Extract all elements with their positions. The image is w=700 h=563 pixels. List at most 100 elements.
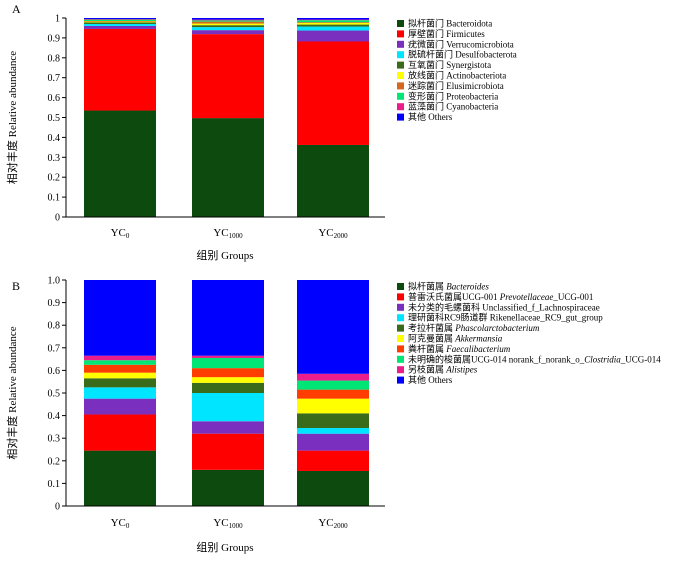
legend-label: 迷踪菌门 Elusimicrobiota <box>408 80 504 91</box>
x-axis-title: 组别 Groups <box>196 540 253 554</box>
bar-segment <box>84 364 156 373</box>
legend-swatch <box>397 293 404 301</box>
bar-segment <box>192 382 264 393</box>
panel-a: A 0 0.1 0.2 0.3 0.4 0.5 0.6 0.7 0.8 0.9 1 YC0 YC1000 Y… <box>5 2 517 262</box>
y-tick-label: 0.2 <box>48 456 61 467</box>
bar-group-yc2000 <box>297 18 369 217</box>
legend-item: 考拉杆菌属 Phascolarctobacterium <box>397 322 540 333</box>
bar-segment <box>84 280 156 356</box>
panel-b: B 0 0.1 0.2 0.3 0.4 0.5 0.6 0.7 0.8 0.9 1.0 YC0 YC100… <box>5 276 661 555</box>
legend-swatch <box>397 82 404 90</box>
y-axis-title: 相对丰度 Relative abundance <box>5 51 19 184</box>
bar-segment <box>84 18 156 20</box>
legend-item: 另枝菌属 Alistipes <box>397 364 478 375</box>
legend-item: 拟杆菌属 Bacteroides <box>397 281 489 292</box>
legend-label: 理研菌科RC9肠道群 Rikenellaceae_RC9_gut_group <box>408 312 603 323</box>
bar-segment <box>192 433 264 470</box>
legend-item: 其他 Others <box>397 374 453 385</box>
bar-segment <box>297 380 369 390</box>
bar-segment <box>297 373 369 381</box>
legend-swatch <box>397 40 404 48</box>
x-tick-label: YC2000 <box>318 517 348 530</box>
bar-group-yc1000 <box>192 18 264 217</box>
bar-segment <box>84 110 156 217</box>
panel-letter: B <box>12 279 20 293</box>
bar-segment <box>297 22 369 23</box>
bar-segment <box>84 21 156 23</box>
y-tick-label: 0.2 <box>48 173 61 184</box>
legend-swatch <box>397 92 404 100</box>
bar-segment <box>297 450 369 471</box>
legend-item: 未明确的梭菌属UCG-014 norank_f_norank_o_Clostri… <box>397 353 661 364</box>
legend-label: 未明确的梭菌属UCG-014 norank_f_norank_o_Clostri… <box>408 353 661 364</box>
legend-item: 未分类的毛螺菌科 Unclassified_f_Lachnospiraceae <box>397 301 600 312</box>
y-tick-label: 0.9 <box>48 298 61 309</box>
y-tick-label: 0.3 <box>48 153 61 164</box>
y-tick-label: 0.7 <box>48 343 61 354</box>
bar-segment <box>192 355 264 358</box>
legend-label: 放线菌门 Actinobacteriota <box>408 70 506 81</box>
legend-item: 互氧菌门 Synergistota <box>397 59 491 70</box>
bar-group-yc2000 <box>297 280 369 506</box>
bar-segment <box>84 355 156 361</box>
legend-swatch <box>397 335 404 342</box>
legend-item: 厚壁菌门 Firmicutes <box>397 28 485 39</box>
bar-segment <box>297 26 369 31</box>
x-tick-label: YC1000 <box>213 227 243 240</box>
bar-segment <box>297 24 369 27</box>
bar-segment <box>297 433 369 451</box>
bar-segment <box>84 22 156 24</box>
bar-segment <box>84 360 156 365</box>
legend-label: 拟杆菌门 Bacteroidota <box>408 18 492 29</box>
bar-segment <box>192 23 264 26</box>
bar-segment <box>297 22 369 25</box>
y-tick-label: 0.8 <box>48 53 61 64</box>
y-tick-label: 0.7 <box>48 73 61 84</box>
legend-swatch <box>397 113 404 121</box>
legend-label: 粪杆菌属 Faecalibacterium <box>408 343 511 354</box>
legend-swatch <box>397 355 404 363</box>
bar-segment <box>84 378 156 388</box>
legend-label: 拟杆菌属 Bacteroides <box>408 281 489 292</box>
legend-swatch <box>397 345 404 353</box>
y-tick-label: 0.3 <box>48 434 61 445</box>
bar-segment <box>297 389 369 399</box>
y-tick-label: 0 <box>55 213 60 224</box>
bar-segment <box>192 118 264 217</box>
legend-swatch <box>397 61 404 69</box>
legend-swatch <box>397 376 404 384</box>
bar-segment <box>192 377 264 383</box>
legend-swatch <box>397 366 404 374</box>
legend-item: 阿克曼菌属 Akkermansia <box>397 333 503 344</box>
bar-segment <box>297 470 369 506</box>
legend-label: 脱硫杆菌门 Desulfobacterota <box>408 49 517 60</box>
legend-label: 蓝藻菌门 Cyanobacteria <box>408 101 498 112</box>
legend-label: 考拉杆菌属 Phascolarctobacterium <box>408 322 540 333</box>
y-tick-label: 0.8 <box>48 321 61 332</box>
legend-swatch <box>397 103 404 111</box>
bar-segment <box>192 30 264 35</box>
bar-segment <box>84 20 156 22</box>
legend-label: 未分类的毛螺菌科 Unclassified_f_Lachnospiraceae <box>408 301 600 312</box>
bar-segment <box>297 428 369 434</box>
bar-segment <box>84 18 156 19</box>
y-tick-label: 0.5 <box>48 389 61 400</box>
bar-segment <box>297 20 369 23</box>
y-tick-label: 0.9 <box>48 33 61 44</box>
legend-label: 厚壁菌门 Firmicutes <box>408 28 485 39</box>
bar-group-yc0 <box>84 18 156 217</box>
x-tick-label: YC0 <box>111 517 130 530</box>
y-tick-label: 0.6 <box>48 93 61 104</box>
legend-item: 理研菌科RC9肠道群 Rikenellaceae_RC9_gut_group <box>397 312 603 323</box>
legend-item: 其他 Others <box>397 111 453 122</box>
bar-segment <box>84 414 156 451</box>
bar-segment <box>297 18 369 20</box>
y-tick-label: 0.1 <box>48 193 61 204</box>
legend-swatch <box>397 324 404 332</box>
legend-item: 粪杆菌属 Faecalibacterium <box>397 343 511 354</box>
bar-segment <box>297 41 369 145</box>
legend-label: 疣微菌门 Verrucomicrobiota <box>408 38 514 49</box>
bar-segment <box>192 357 264 369</box>
y-tick-label: 0.4 <box>48 411 61 422</box>
